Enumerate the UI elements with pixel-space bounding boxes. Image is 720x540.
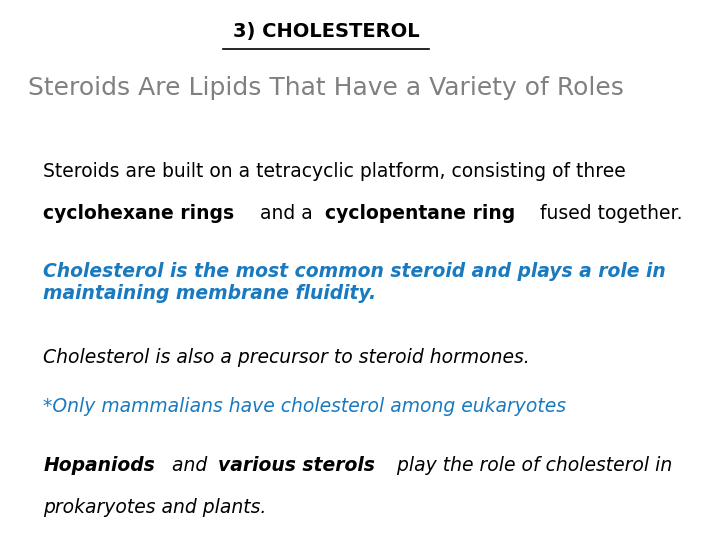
Text: and: and — [166, 456, 214, 475]
Text: Cholesterol is also a precursor to steroid hormones.: Cholesterol is also a precursor to stero… — [43, 348, 530, 367]
Text: prokaryotes and plants.: prokaryotes and plants. — [43, 498, 267, 517]
Text: various sterols: various sterols — [218, 456, 375, 475]
Text: 3) CHOLESTEROL: 3) CHOLESTEROL — [233, 22, 419, 40]
Text: *Only mammalians have cholesterol among eukaryotes: *Only mammalians have cholesterol among … — [43, 397, 567, 416]
Text: cyclohexane rings: cyclohexane rings — [43, 204, 235, 222]
Text: Steroids are built on a tetracyclic platform, consisting of three: Steroids are built on a tetracyclic plat… — [43, 162, 626, 181]
Text: Cholesterol is the most common steroid and plays a role in
maintaining membrane : Cholesterol is the most common steroid a… — [43, 262, 666, 303]
Text: and a: and a — [254, 204, 318, 222]
Text: cyclopentane ring: cyclopentane ring — [325, 204, 516, 222]
Text: fused together.: fused together. — [534, 204, 683, 222]
Text: play the role of cholesterol in: play the role of cholesterol in — [391, 456, 672, 475]
Text: Hopaniods: Hopaniods — [43, 456, 156, 475]
Text: Steroids Are Lipids That Have a Variety of Roles: Steroids Are Lipids That Have a Variety … — [28, 76, 624, 99]
